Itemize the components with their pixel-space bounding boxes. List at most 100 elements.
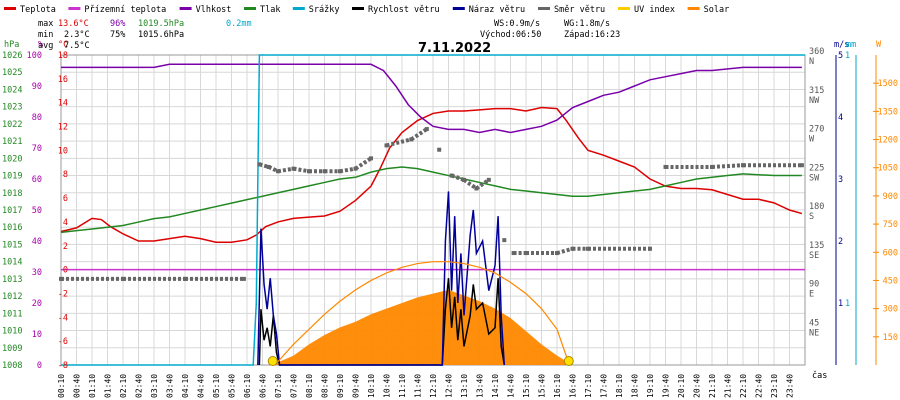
time-tick: 20:10: [677, 374, 686, 398]
time-tick: 07:10: [274, 374, 283, 398]
pressure-axis-tick: 1019: [2, 172, 22, 182]
series-smer-vetru-segment: [450, 173, 465, 182]
temperature-axis-tick: 6: [63, 194, 68, 204]
legend-swatch-icon: [687, 7, 700, 10]
series-smer-vetru-point: [502, 238, 507, 243]
time-tick: 19:10: [646, 374, 655, 398]
time-tick: 01:10: [88, 374, 97, 398]
series-solar-envelope: [274, 261, 570, 366]
time-tick-group: 15:40: [538, 374, 547, 398]
time-tick: 17:10: [584, 374, 593, 398]
legend-swatch-icon: [4, 7, 16, 10]
time-tick-group: 11:40: [414, 374, 423, 398]
direction-compass: SE: [809, 251, 819, 261]
stat-avg-label: avg: [38, 41, 53, 51]
time-tick-group: 16:40: [569, 374, 578, 398]
humidity-axis-tick: 90: [32, 82, 42, 92]
time-tick: 15:10: [522, 374, 531, 398]
time-tick: 22:10: [739, 374, 748, 398]
series-smer-vetru-point: [241, 276, 246, 281]
legend-item-label: Rychlost větru: [368, 5, 440, 15]
time-tick-group: 15:10: [522, 374, 531, 398]
time-tick-group: 12:40: [445, 374, 454, 398]
time-tick: 04:10: [181, 374, 190, 398]
time-tick: 07:40: [290, 374, 299, 398]
wind-tick: 5: [838, 51, 843, 61]
sun-marker-icon: [267, 356, 278, 366]
pressure-axis-tick: 1024: [2, 85, 22, 95]
time-tick-group: 04:10: [181, 374, 190, 398]
humidity-axis-tick: 60: [32, 175, 42, 185]
direction-tick: 90: [809, 280, 819, 290]
pressure-axis-tick: 1011: [2, 309, 22, 319]
solar-area: [271, 289, 573, 365]
temperature-axis-tick: -2: [58, 289, 68, 299]
direction-compass: SW: [809, 173, 820, 183]
series-smer-vetru-segment: [267, 165, 279, 174]
stat-max-label: max: [38, 19, 53, 29]
pressure-axis-tick: 1023: [2, 103, 22, 113]
time-tick: 23:10: [770, 374, 779, 398]
stats-panel: max 13.6°C 96% 1019.5hPa 0.2mm min 2.3°C…: [38, 19, 827, 381]
stat-avg-temp: 7.5°C: [64, 41, 90, 51]
time-tick-group: 13:10: [460, 374, 469, 398]
time-tick: 03:10: [150, 374, 159, 398]
direction-compass: NE: [809, 328, 819, 338]
time-tick-group: 16:10: [553, 374, 562, 398]
legend-swatch-icon: [352, 7, 364, 10]
temperature-axis-tick: 4: [63, 218, 68, 228]
time-tick-group: 13:40: [476, 374, 485, 398]
time-tick: 13:10: [460, 374, 469, 398]
stat-sunrise: Východ:06:50: [480, 30, 541, 40]
direction-compass: E: [809, 290, 814, 300]
temperature-axis-tick: -4: [58, 313, 68, 323]
temperature-axis-tick: 14: [58, 99, 68, 109]
legend-swatch-icon: [452, 7, 465, 10]
humidity-unit: %: [38, 40, 43, 50]
legend-item-label: Směr větru: [554, 5, 605, 15]
pressure-axis-tick: 1016: [2, 223, 22, 233]
temperature-unit: °C: [58, 40, 68, 50]
legend-swatch-icon: [618, 7, 630, 10]
humidity-axis-tick: 40: [32, 237, 42, 247]
time-tick: 06:10: [243, 374, 252, 398]
sun-marker-icon: [563, 356, 574, 366]
time-tick: 08:40: [321, 374, 330, 398]
time-tick: 10:40: [383, 374, 392, 398]
time-tick: 12:10: [429, 374, 438, 398]
pressure-axis-tick: 1013: [2, 275, 22, 285]
humidity-axis-tick: 80: [32, 113, 42, 123]
direction-tick: 315: [809, 86, 824, 96]
legend-item-label: Přízemní teplota: [84, 5, 166, 15]
series-smer-vetru-segment: [462, 178, 478, 191]
humidity-axis-tick: 20: [32, 299, 42, 309]
solar-tick: 1350: [878, 107, 898, 117]
stat-sunset: Západ:16:23: [564, 30, 620, 40]
series-tlak: [60, 166, 802, 234]
humidity-axis-tick: 0: [37, 361, 42, 371]
stat-max-temp: 13.6°C: [58, 19, 89, 29]
legend-swatch-icon: [538, 7, 550, 10]
pressure-axis-tick: 1026: [2, 51, 22, 61]
time-tick: 02:10: [119, 374, 128, 398]
time-tick-group: 22:10: [739, 374, 748, 398]
direction-compass: W: [809, 135, 815, 145]
time-tick: 09:10: [336, 374, 345, 398]
legend-item-label: Tlak: [260, 5, 280, 15]
time-tick-group: 20:10: [677, 374, 686, 398]
legend-swatch-icon: [68, 7, 81, 10]
pressure-axis-tick: 1018: [2, 189, 22, 199]
temperature-axis-tick: 2: [63, 242, 68, 252]
stat-max-press: 1019.5hPa: [138, 19, 184, 29]
direction-tick: 360: [809, 47, 824, 57]
time-tick-group: 12:10: [429, 374, 438, 398]
time-tick-group: 20:40: [693, 374, 702, 398]
series-smer-vetru-segment: [556, 246, 574, 255]
humidity-axis-tick: 30: [32, 268, 42, 278]
legend-swatch-icon: [244, 7, 256, 10]
series-smer-vetru-segment: [386, 137, 412, 148]
temperature-axis-tick: 0: [63, 266, 68, 276]
solar-tick: 150: [883, 333, 898, 343]
stat-min-label: min: [38, 30, 53, 40]
time-tick-group: 19:10: [646, 374, 655, 398]
